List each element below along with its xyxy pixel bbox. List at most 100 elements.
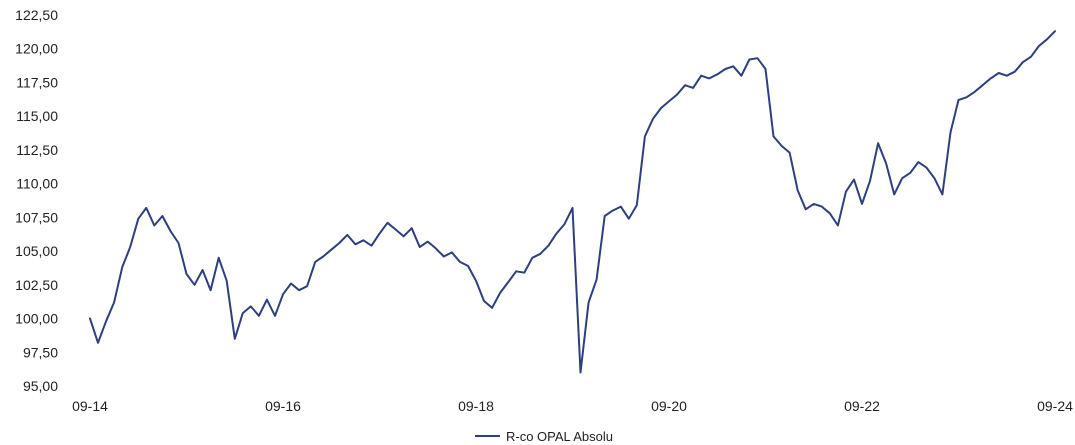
data-point xyxy=(773,135,775,137)
data-point xyxy=(580,372,582,374)
data-point xyxy=(322,256,324,258)
data-point xyxy=(861,203,863,205)
x-tick-label: 09-16 xyxy=(265,398,301,414)
data-point xyxy=(234,338,236,340)
data-point xyxy=(210,289,212,291)
data-point xyxy=(483,300,485,302)
series-line xyxy=(89,30,1056,374)
data-point xyxy=(885,162,887,164)
data-point xyxy=(757,57,759,59)
data-point xyxy=(620,206,622,208)
data-point xyxy=(555,233,557,235)
data-point xyxy=(950,131,952,133)
data-point xyxy=(97,342,99,344)
y-axis: 95,00 97,50 100,00 102,50 105,00 107,50 110,00… xyxy=(15,7,58,394)
data-point xyxy=(1022,61,1024,63)
plot-area xyxy=(89,30,1056,374)
x-tick-label: 09-24 xyxy=(1037,398,1073,414)
data-point xyxy=(338,242,340,244)
data-point xyxy=(387,222,389,224)
y-tick-label: 110,00 xyxy=(16,176,58,192)
data-point xyxy=(781,145,783,147)
data-point xyxy=(636,204,638,206)
data-point xyxy=(403,235,405,237)
data-point xyxy=(837,225,839,227)
data-point xyxy=(925,166,927,168)
data-point xyxy=(789,152,791,154)
x-tick-label: 09-14 xyxy=(72,398,108,414)
data-point xyxy=(644,135,646,137)
data-point xyxy=(966,96,968,98)
data-point xyxy=(105,320,107,322)
data-point xyxy=(596,278,598,280)
data-point xyxy=(451,251,453,253)
x-tick-label: 09-20 xyxy=(651,398,687,414)
data-point xyxy=(1006,75,1008,77)
data-point xyxy=(724,68,726,70)
data-point xyxy=(435,247,437,249)
y-tick-label: 117,50 xyxy=(16,74,58,90)
y-tick-label: 102,50 xyxy=(15,277,58,293)
data-point xyxy=(371,245,373,247)
data-point xyxy=(829,212,831,214)
data-point xyxy=(901,177,903,179)
data-point xyxy=(531,257,533,259)
data-point xyxy=(515,270,517,272)
data-point xyxy=(708,77,710,79)
data-point xyxy=(958,99,960,101)
data-point xyxy=(660,107,662,109)
data-point xyxy=(821,206,823,208)
data-point xyxy=(740,75,742,77)
data-point xyxy=(572,207,574,209)
data-point xyxy=(1054,30,1056,32)
data-point xyxy=(314,261,316,263)
y-tick-label: 105,00 xyxy=(15,243,58,259)
legend[interactable]: R-co OPAL Absolu xyxy=(475,429,613,444)
data-point xyxy=(652,118,654,120)
data-point xyxy=(604,215,606,217)
data-point xyxy=(282,293,284,295)
data-point xyxy=(218,257,220,259)
data-point xyxy=(853,179,855,181)
data-point xyxy=(178,242,180,244)
data-point xyxy=(395,229,397,231)
data-point xyxy=(523,272,525,274)
data-point xyxy=(982,84,984,86)
data-point xyxy=(909,172,911,174)
x-tick-label: 09-18 xyxy=(458,398,494,414)
data-point xyxy=(676,94,678,96)
data-point xyxy=(564,223,566,225)
data-point xyxy=(684,84,686,86)
data-point xyxy=(266,299,268,301)
data-point xyxy=(153,225,155,227)
x-axis: 09-14 09-16 09-18 09-20 09-22 09-24 xyxy=(72,398,1073,414)
data-point xyxy=(612,210,614,212)
data-point xyxy=(990,77,992,79)
data-point xyxy=(419,246,421,248)
data-point xyxy=(242,312,244,314)
data-point xyxy=(354,243,356,245)
y-tick-label: 97,50 xyxy=(23,344,58,360)
data-point xyxy=(129,246,131,248)
data-point xyxy=(113,301,115,303)
data-point xyxy=(89,318,91,320)
data-point xyxy=(893,193,895,195)
data-point xyxy=(427,241,429,243)
data-point xyxy=(628,218,630,220)
data-point xyxy=(917,161,919,163)
data-point xyxy=(499,292,501,294)
data-point xyxy=(1046,38,1048,40)
data-point xyxy=(137,218,139,220)
data-point xyxy=(169,230,171,232)
data-point xyxy=(467,265,469,267)
data-point xyxy=(1030,56,1032,58)
data-point xyxy=(797,189,799,191)
y-tick-label: 95,00 xyxy=(23,378,58,394)
data-point xyxy=(290,283,292,285)
data-point xyxy=(330,249,332,251)
data-point xyxy=(298,289,300,291)
data-point xyxy=(121,266,123,268)
data-point xyxy=(813,203,815,205)
data-point xyxy=(411,227,413,229)
data-point xyxy=(539,253,541,255)
